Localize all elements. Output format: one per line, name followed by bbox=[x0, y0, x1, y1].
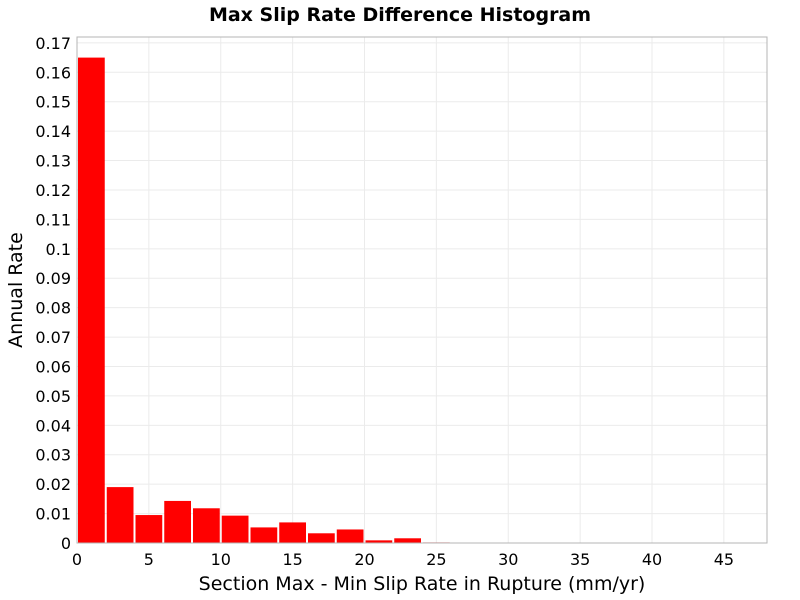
bars-layer bbox=[78, 57, 766, 544]
histogram-bar bbox=[279, 522, 306, 543]
x-tick-label: 15 bbox=[282, 550, 302, 569]
histogram-bar bbox=[308, 533, 335, 543]
x-tick-label: 35 bbox=[570, 550, 590, 569]
histogram-bar bbox=[78, 57, 105, 544]
x-tick-label: 20 bbox=[354, 550, 374, 569]
y-tick-label: 0.11 bbox=[35, 210, 71, 229]
y-tick-label: 0.08 bbox=[35, 299, 71, 318]
x-tick-label: 45 bbox=[714, 550, 734, 569]
y-tick-label: 0 bbox=[61, 534, 71, 553]
x-tick-label: 30 bbox=[498, 550, 518, 569]
y-tick-labels: 0 0.01 0.02 0.03 0.04 0.05 0.06 0.07 0.08 0.09 0.1… bbox=[35, 34, 71, 553]
histogram-bar bbox=[250, 527, 278, 543]
x-tick-label: 5 bbox=[144, 550, 154, 569]
y-tick-label: 0.02 bbox=[35, 475, 71, 494]
y-tick-label: 0.17 bbox=[35, 34, 71, 53]
x-tick-labels: 0 5 10 15 20 25 30 35 40 45 bbox=[72, 550, 734, 569]
y-tick-label: 0.13 bbox=[35, 152, 71, 171]
y-tick-label: 0.09 bbox=[35, 269, 71, 288]
y-tick-label: 0.05 bbox=[35, 387, 71, 406]
x-axis-label: Section Max - Min Slip Rate in Rupture (… bbox=[199, 573, 646, 595]
y-tick-label: 0.07 bbox=[35, 328, 71, 347]
plot-area bbox=[77, 37, 767, 543]
histogram-bar bbox=[164, 500, 191, 543]
y-tick-label: 0.15 bbox=[35, 93, 71, 112]
histogram-bar bbox=[394, 538, 421, 543]
y-tick-label: 0.03 bbox=[35, 446, 71, 465]
y-tick-label: 0.14 bbox=[35, 122, 71, 141]
plot-border bbox=[76, 36, 768, 544]
histogram-bar bbox=[106, 487, 134, 543]
y-tick-label: 0.01 bbox=[35, 505, 71, 524]
x-tick-label: 10 bbox=[211, 550, 231, 569]
y-tick-label: 0.06 bbox=[35, 357, 71, 376]
histogram-bar bbox=[336, 529, 364, 543]
y-tick-label: 0.04 bbox=[35, 416, 71, 435]
chart-title: Max Slip Rate Difference Histogram bbox=[209, 4, 591, 26]
histogram-bar bbox=[135, 515, 163, 543]
y-tick-label: 0.1 bbox=[46, 240, 71, 259]
y-axis-label: Annual Rate bbox=[5, 232, 27, 348]
x-tick-label: 40 bbox=[642, 550, 662, 569]
histogram-bar bbox=[365, 540, 393, 543]
y-tick-label: 0.16 bbox=[35, 63, 71, 82]
y-tick-label: 0.12 bbox=[35, 181, 71, 200]
histogram-bar bbox=[193, 508, 220, 543]
histogram-bar bbox=[221, 515, 249, 543]
x-tick-label: 25 bbox=[426, 550, 446, 569]
x-tick-label: 0 bbox=[72, 550, 82, 569]
